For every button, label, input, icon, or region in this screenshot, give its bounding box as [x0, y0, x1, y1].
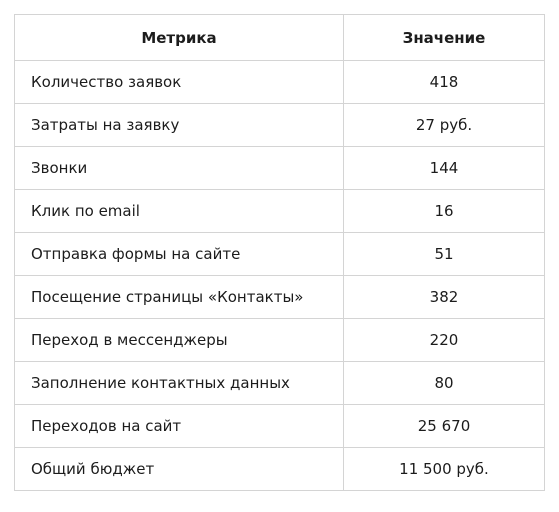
- value-cell: 51: [343, 232, 545, 276]
- metric-cell: Переходов на сайт: [14, 404, 344, 448]
- value-cell: 16: [343, 189, 545, 233]
- table-row: Общий бюджет 11 500 руб.: [14, 447, 545, 491]
- metric-cell: Посещение страницы «Контакты»: [14, 275, 344, 319]
- value-cell: 382: [343, 275, 545, 319]
- value-cell: 220: [343, 318, 545, 362]
- table-row: Звонки 144: [14, 146, 545, 190]
- value-cell: 418: [343, 60, 545, 104]
- table-row: Клик по email 16: [14, 189, 545, 233]
- header-value: Значение: [343, 14, 545, 61]
- header-row: Метрика Значение: [14, 14, 545, 61]
- table-row: Затраты на заявку 27 руб.: [14, 103, 545, 147]
- metric-cell: Затраты на заявку: [14, 103, 344, 147]
- table-row: Посещение страницы «Контакты» 382: [14, 275, 545, 319]
- value-cell: 144: [343, 146, 545, 190]
- value-cell: 27 руб.: [343, 103, 545, 147]
- metrics-table: Метрика Значение Количество заявок 418 З…: [14, 14, 545, 491]
- value-cell: 25 670: [343, 404, 545, 448]
- table-row: Отправка формы на сайте 51: [14, 232, 545, 276]
- value-cell: 80: [343, 361, 545, 405]
- metric-cell: Переход в мессенджеры: [14, 318, 344, 362]
- metric-cell: Отправка формы на сайте: [14, 232, 344, 276]
- metric-cell: Количество заявок: [14, 60, 344, 104]
- table-body: Количество заявок 418 Затраты на заявку …: [14, 60, 545, 491]
- table-row: Переходов на сайт 25 670: [14, 404, 545, 448]
- table-row: Заполнение контактных данных 80: [14, 361, 545, 405]
- table-row: Переход в мессенджеры 220: [14, 318, 545, 362]
- metric-cell: Клик по email: [14, 189, 344, 233]
- value-cell: 11 500 руб.: [343, 447, 545, 491]
- table-header: Метрика Значение: [14, 14, 545, 61]
- header-metric: Метрика: [14, 14, 344, 61]
- metric-cell: Общий бюджет: [14, 447, 344, 491]
- table-row: Количество заявок 418: [14, 60, 545, 104]
- metric-cell: Заполнение контактных данных: [14, 361, 344, 405]
- metric-cell: Звонки: [14, 146, 344, 190]
